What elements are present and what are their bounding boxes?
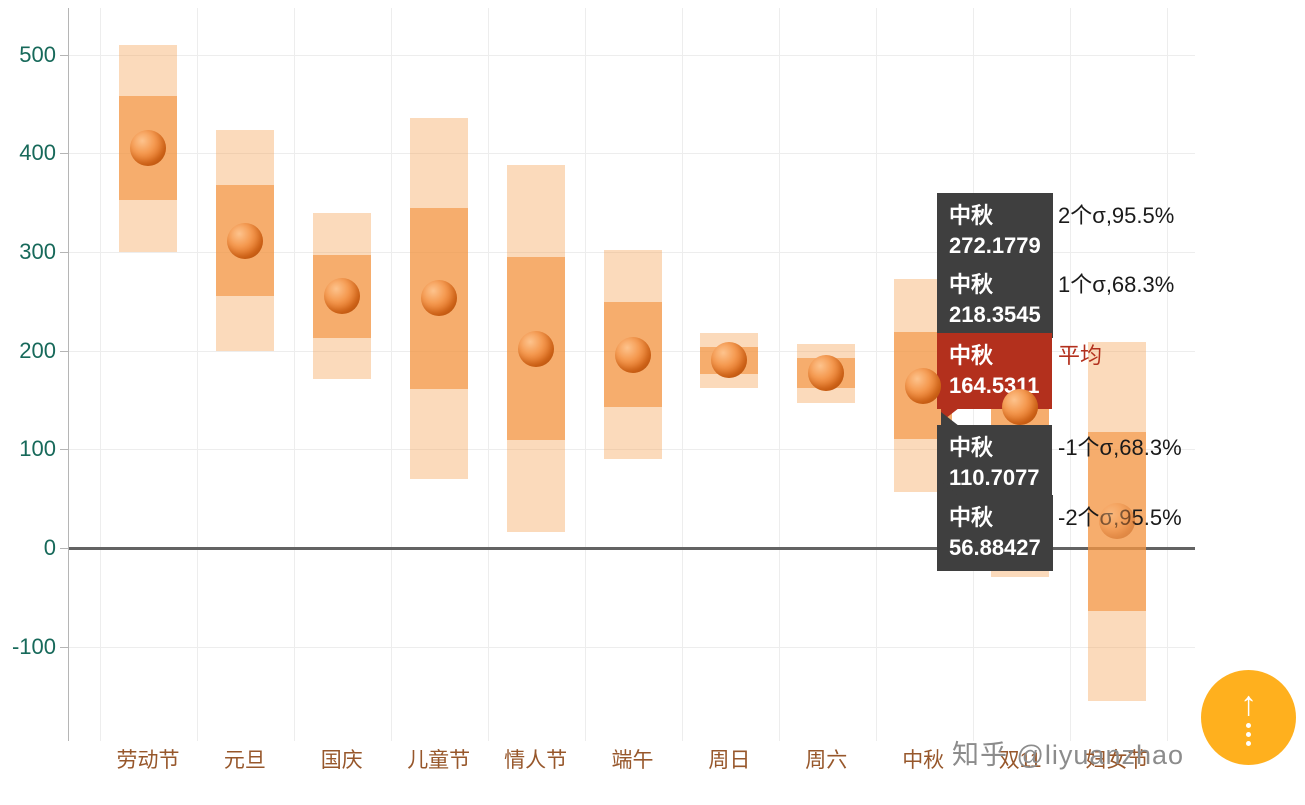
- mean-marker[interactable]: [711, 342, 748, 379]
- annotation-label: -1个σ,68.3%: [1058, 435, 1182, 460]
- tooltip-pointer: [941, 412, 959, 426]
- y-tick-mark: [60, 646, 68, 648]
- mean-marker[interactable]: [614, 336, 651, 373]
- back-to-top-button[interactable]: ↑: [1201, 670, 1296, 765]
- horizontal-gridline: [68, 153, 1195, 155]
- tooltip-value: 56.88427: [949, 535, 1041, 560]
- x-tick-label: 妇女节: [1085, 749, 1149, 772]
- vertical-gridline: [778, 8, 780, 741]
- mean-marker[interactable]: [130, 130, 166, 167]
- x-tick-label: 情人节: [504, 749, 568, 772]
- y-tick-mark: [60, 548, 68, 549]
- tooltip-pointer: [941, 482, 959, 496]
- y-tick-label: 100: [19, 436, 56, 462]
- sigma1-band[interactable]: [1088, 431, 1146, 612]
- y-tick-label: 500: [19, 41, 56, 67]
- y-tick-label: 300: [19, 238, 56, 264]
- tooltip-title: 中秋: [949, 272, 994, 297]
- mean-marker[interactable]: [420, 280, 457, 317]
- y-tick-label: 0: [43, 535, 56, 560]
- tooltip-title: 中秋: [949, 435, 994, 460]
- horizontal-gridline: [68, 251, 1195, 253]
- tooltip-callout: 中秋 56.88427: [937, 482, 1053, 571]
- annotation-label: 1个σ,68.3%: [1058, 272, 1175, 297]
- vertical-gridline: [99, 8, 101, 741]
- x-tick-label: 双11: [998, 749, 1042, 772]
- tooltip-title: 中秋: [949, 343, 994, 368]
- horizontal-gridline: [68, 54, 1195, 56]
- mean-marker[interactable]: [1002, 388, 1039, 425]
- mean-marker[interactable]: [905, 367, 942, 404]
- annotation-label: -2个σ,95.5%: [1058, 505, 1182, 530]
- x-tick-label: 周六: [805, 749, 848, 772]
- dotted-tail-icon: [1246, 722, 1251, 728]
- x-tick-label: 端午: [611, 749, 654, 772]
- y-tick-mark: [60, 251, 68, 253]
- x-tick-label: 儿童节: [407, 749, 471, 772]
- mean-marker[interactable]: [808, 355, 845, 392]
- tooltip-value: 272.1779: [949, 233, 1041, 258]
- watermark: 知乎 @liyuanzhao: [952, 740, 1185, 770]
- vertical-gridline: [487, 8, 489, 741]
- vertical-gridline: [390, 8, 392, 741]
- x-tick-label: 国庆: [320, 749, 363, 772]
- tooltip-title: 中秋: [949, 203, 994, 228]
- vertical-gridline: [293, 8, 295, 741]
- zero-axis-line: [68, 547, 1195, 550]
- tooltip-callout: 中秋 272.1779: [937, 193, 1053, 282]
- vertical-gridline: [584, 8, 586, 741]
- tooltip-value: 218.3545: [949, 302, 1041, 327]
- up-arrow-icon: ↑: [1240, 684, 1257, 723]
- y-axis-line: [68, 8, 69, 741]
- horizontal-gridline: [68, 449, 1195, 451]
- vertical-gridline: [875, 8, 877, 741]
- y-tick-label: 200: [19, 337, 56, 363]
- mean-marker[interactable]: [226, 222, 263, 259]
- tooltip-title: 中秋: [949, 505, 994, 530]
- tooltip-callout: 中秋 218.3545: [937, 262, 1053, 351]
- y-tick-label: -100: [11, 633, 56, 659]
- y-tick-label: 400: [19, 140, 56, 166]
- mean-marker[interactable]: [1099, 503, 1135, 540]
- vertical-gridline: [1166, 8, 1168, 741]
- x-tick-label: 元旦: [223, 749, 266, 772]
- vertical-gridline: [196, 8, 198, 741]
- y-tick-mark: [60, 54, 68, 56]
- horizontal-gridline: [68, 646, 1195, 648]
- mean-marker[interactable]: [517, 330, 554, 367]
- x-tick-label: 周日: [708, 749, 751, 772]
- vertical-gridline: [1069, 8, 1071, 741]
- annotation-label: 2个σ,95.5%: [1058, 203, 1175, 228]
- x-tick-label: 劳动节: [116, 749, 180, 772]
- vertical-gridline: [681, 8, 683, 741]
- tooltip-value: 110.7077: [949, 465, 1040, 490]
- y-tick-mark: [60, 350, 68, 352]
- y-tick-mark: [60, 449, 68, 451]
- mean-marker[interactable]: [323, 278, 360, 315]
- x-tick-label: 中秋: [902, 749, 945, 772]
- annotation-label: 平均: [1058, 343, 1103, 368]
- y-tick-mark: [60, 153, 68, 155]
